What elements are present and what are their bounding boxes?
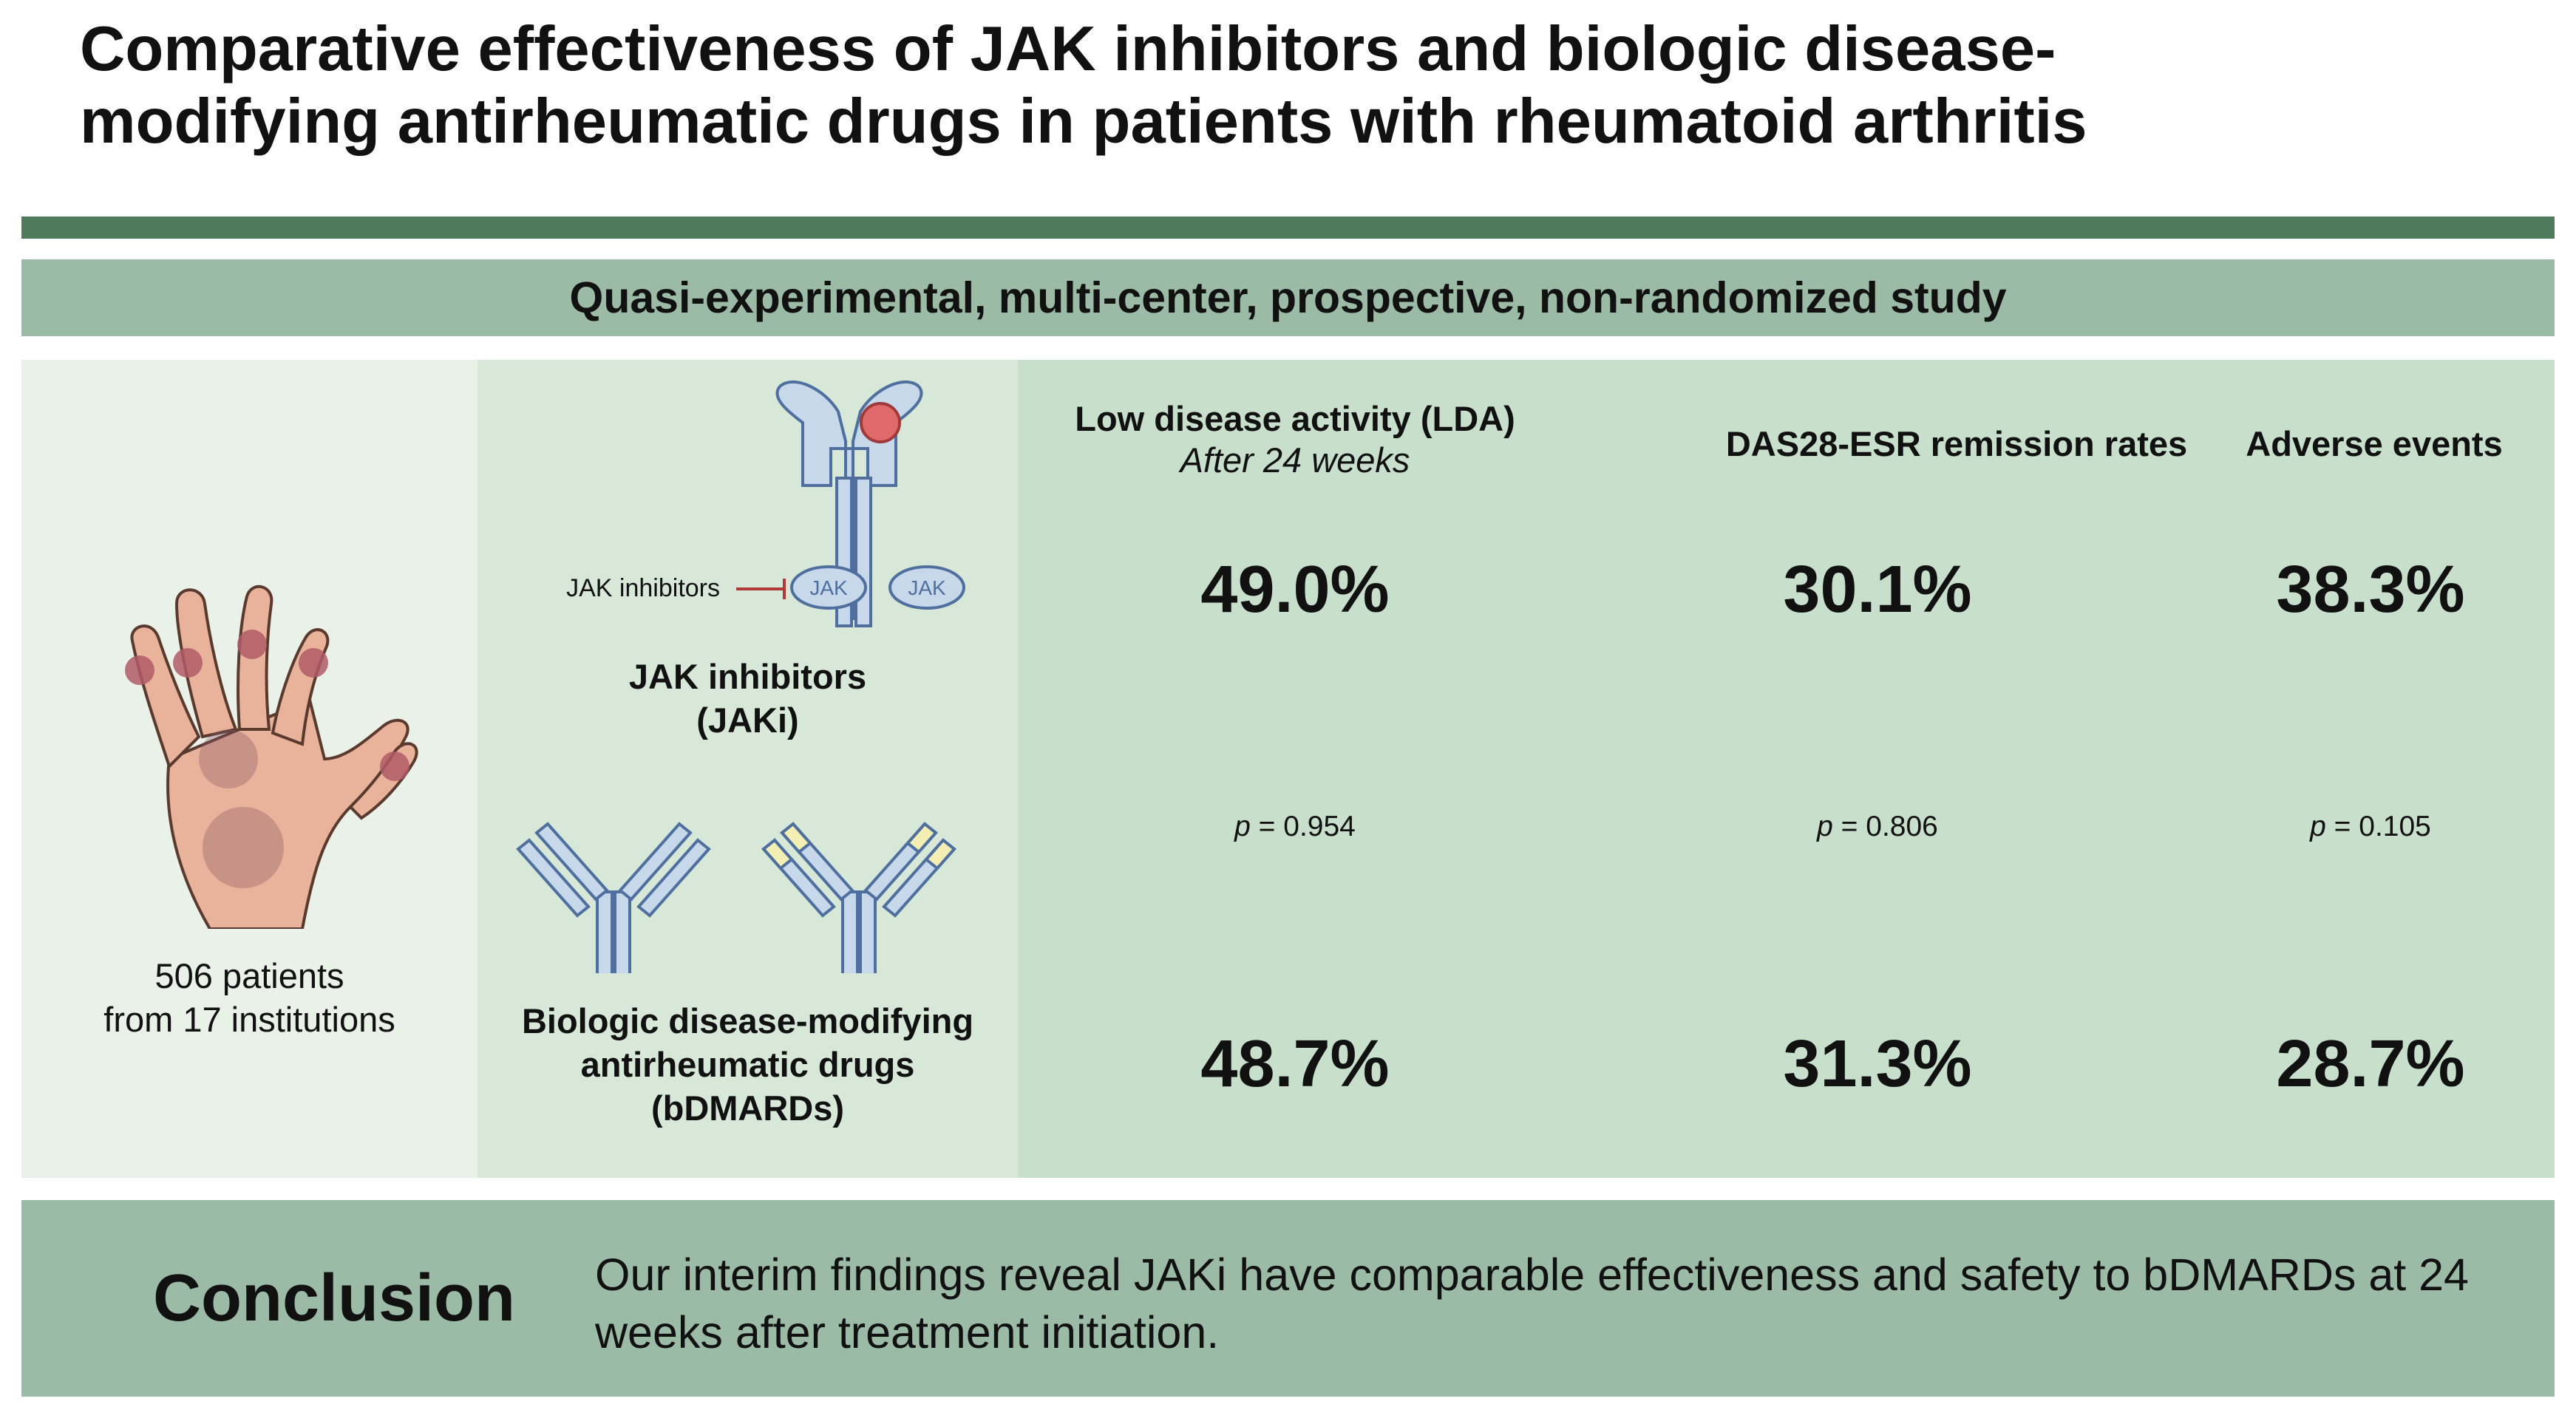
- das28-p-value: p = 0.806: [1730, 811, 2025, 843]
- jak-label-left: JAK: [809, 576, 848, 599]
- title-line-2: modifying antirheumatic drugs in patient…: [80, 86, 2087, 157]
- lda-p-number: = 0.954: [1250, 811, 1356, 842]
- lda-bdmard-value: 48.7%: [1200, 1027, 1390, 1101]
- das28-heading: DAS28-ESR remission rates: [1617, 423, 2297, 465]
- lda-heading: Low disease activity (LDA) After 24 week…: [1062, 398, 1528, 482]
- bdmard-line-3: (bDMARDs): [650, 1088, 845, 1128]
- patients-line-2: from 17 institutions: [103, 999, 395, 1039]
- adverse-events-heading-text: Adverse events: [2246, 424, 2503, 463]
- adverse-events-p-number: = 0.105: [2325, 811, 2431, 842]
- outcomes-panel: Low disease activity (LDA) After 24 week…: [1018, 360, 2555, 1178]
- page-title: Comparative effectiveness of JAK inhibit…: [80, 13, 2519, 158]
- lda-jaki-value: 49.0%: [1200, 553, 1390, 627]
- patients-panel: 506 patients from 17 institutions: [21, 360, 478, 1178]
- patients-line-1: 506 patients: [154, 956, 344, 995]
- jaki-line-2: (JAKi): [696, 700, 799, 740]
- adverse-events-bdmard-value: 28.7%: [2276, 1027, 2465, 1101]
- jaki-line-1: JAK inhibitors: [628, 657, 867, 696]
- adverse-events-p-label: p: [2310, 811, 2326, 842]
- conclusion-text: Our interim findings reveal JAKi have co…: [595, 1250, 2469, 1358]
- adverse-events-jaki-value: 38.3%: [2276, 553, 2465, 627]
- antibody-icons: [516, 822, 956, 973]
- lda-heading-text: Low disease activity (LDA): [1075, 399, 1515, 438]
- das28-p-label: p: [1817, 811, 1833, 842]
- study-design-banner: Quasi-experimental, multi-center, prospe…: [21, 259, 2555, 336]
- adverse-events-heading: Adverse events: [2208, 423, 2541, 465]
- lda-subheading: After 24 weeks: [1180, 440, 1410, 480]
- title-divider: [21, 217, 2555, 239]
- das28-bdmard-value: 31.3%: [1783, 1027, 1972, 1101]
- lda-p-label: p: [1234, 811, 1251, 842]
- das28-p-number: = 0.806: [1832, 811, 1938, 842]
- das28-heading-text: DAS28-ESR remission rates: [1725, 424, 2188, 463]
- treatment-groups-panel: JAK JAK JAK inhibitors JAK inhibitors (J…: [478, 360, 1018, 1178]
- study-design-text: Quasi-experimental, multi-center, prospe…: [569, 273, 2007, 322]
- title-line-1: Comparative effectiveness of JAK inhibit…: [80, 14, 2056, 84]
- jak-inhibitor-arrow-label: JAK inhibitors: [566, 574, 720, 602]
- conclusion-label: Conclusion: [153, 1261, 515, 1335]
- patient-count: 506 patients from 17 institutions: [21, 955, 478, 1042]
- bdmard-group-label: Biologic disease-modifying antirheumatic…: [478, 1000, 1018, 1130]
- arthritic-hand-icon: [125, 585, 418, 929]
- das28-jaki-value: 30.1%: [1783, 553, 1972, 627]
- conclusion-bar: Conclusion Our interim findings reveal J…: [21, 1200, 2555, 1397]
- jak-label-right: JAK: [908, 576, 946, 599]
- bdmard-line-1: Biologic disease-modifying: [521, 1001, 974, 1040]
- lda-p-value: p = 0.954: [1147, 811, 1443, 843]
- bdmard-line-2: antirheumatic drugs: [580, 1044, 915, 1084]
- jak-receptor-icon: JAK JAK JAK inhibitors: [566, 381, 965, 627]
- adverse-events-p-value: p = 0.105: [2223, 811, 2518, 843]
- jaki-group-label: JAK inhibitors (JAKi): [478, 655, 1018, 743]
